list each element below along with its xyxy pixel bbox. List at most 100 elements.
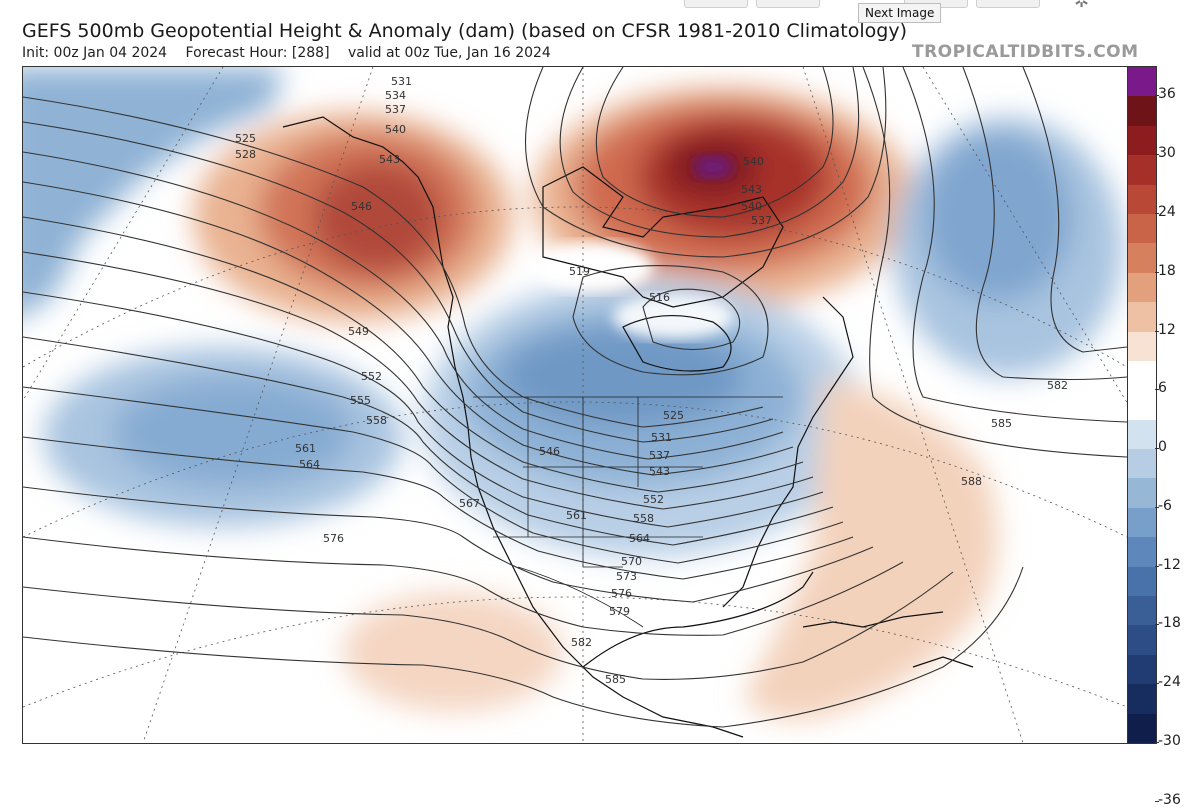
colorbar-segment [1128,507,1156,538]
colorbar-tick-mark [1155,95,1159,97]
contour-label: 558 [366,414,387,427]
colorbar-segment [1128,302,1156,332]
colorbar-tick-mark [1155,800,1159,802]
contour-label: 540 [741,200,762,213]
anomaly-colorbar [1127,66,1157,744]
colorbar-tick-label: 24 [1158,203,1176,220]
colorbar-segment [1128,478,1156,508]
colorbar-segment [1128,67,1156,97]
contour-label: 549 [348,325,369,338]
contour-label: 531 [651,431,672,444]
valid-time: valid at 00z Tue, Jan 16 2024 [347,45,551,61]
settings-gear-icon[interactable]: ✲ [1074,0,1090,12]
contour-label: 561 [295,442,316,455]
contour-label: 552 [361,370,382,383]
contour-label: 525 [663,409,684,422]
colorbar-segment [1128,213,1156,244]
next-image-tooltip: Next Image [858,3,942,23]
toolbar-button-2[interactable] [756,0,820,8]
colorbar-tick-mark [1155,742,1159,743]
colorbar-segment [1128,596,1156,626]
colorbar-tick-label: 12 [1158,321,1176,338]
colorbar-tick-label: 30 [1158,145,1176,162]
colorbar-tick-mark [1155,271,1159,273]
coastlines [282,116,974,738]
colorbar-segment [1128,684,1156,714]
colorbar-segment [1128,566,1156,597]
contour-label: 543 [741,183,762,196]
contour-label: 531 [391,75,412,88]
map-canvas: 531 534 537 540 543 546 525 528 549 552 … [23,67,1127,743]
colorbar-tick-label: -6 [1158,497,1172,514]
contour-label: 561 [566,509,587,522]
contour-label: 534 [385,89,406,102]
colorbar-segment [1128,331,1156,361]
colorbar-segment [1128,654,1156,685]
contour-label: 576 [611,587,632,600]
contour-label: 516 [649,291,670,304]
colorbar-tick-label: 36 [1158,86,1176,103]
contour-label: 537 [649,449,670,462]
contour-label-group: 531 534 537 540 543 546 525 528 549 552 … [235,75,1068,686]
colorbar-segment [1128,125,1156,156]
contour-label: 543 [649,465,670,478]
contour-label: 579 [609,605,630,618]
contour-label: 558 [633,512,654,525]
height-contours [23,67,1127,728]
contour-label: 528 [235,148,256,161]
contour-label: 537 [385,103,406,116]
colorbar-segment [1128,713,1156,743]
contour-label: 540 [743,155,764,168]
init-time: Init: 00z Jan 04 2024 [22,45,168,61]
contour-label: 537 [751,214,772,227]
colorbar-tick-mark [1155,683,1159,685]
forecast-map: 531 534 537 540 543 546 525 528 549 552 … [22,66,1128,744]
contour-label: 573 [616,570,637,583]
colorbar-tick-mark [1155,212,1159,214]
colorbar-segment [1128,625,1156,655]
colorbar-tick-label: 6 [1158,380,1167,397]
colorbar-tick-label: -36 [1158,791,1181,808]
contour-label: 519 [569,265,590,278]
contour-label: 588 [961,475,982,488]
colorbar-tick-mark [1155,565,1159,567]
map-title: GEFS 500mb Geopotential Height & Anomaly… [22,20,907,42]
colorbar-tick-label: -24 [1158,674,1181,691]
colorbar-tick-label: -30 [1158,733,1181,749]
contour-label: 555 [350,394,371,407]
contour-label: 576 [323,532,344,545]
colorbar-segment [1128,537,1156,567]
contour-label: 546 [351,200,372,213]
anomaly-shading [23,67,1123,720]
colorbar-segment [1128,243,1156,273]
contour-label: 552 [643,493,664,506]
contour-label: 570 [621,555,642,568]
colorbar-tick-label: -18 [1158,615,1181,632]
colorbar-tick-mark [1155,330,1159,332]
contour-label: 525 [235,132,256,145]
brand-watermark: TROPICALTIDBITS.COM [912,42,1139,62]
contour-label: 582 [571,636,592,649]
contour-label: 564 [299,458,320,471]
toolbar-button-4[interactable] [976,0,1040,8]
colorbar-tick-mark [1155,154,1159,156]
colorbar-segment [1128,184,1156,214]
colorbar-tick-mark [1155,389,1159,391]
map-subtitle: Init: 00z Jan 04 2024 Forecast Hour: [28… [22,45,565,61]
colorbar-segment [1128,360,1156,391]
colorbar-segment [1128,155,1156,185]
toolbar-button-1[interactable] [684,0,748,8]
contour-label: 585 [605,673,626,686]
colorbar-tick-mark [1155,448,1159,450]
colorbar-segment [1128,449,1156,479]
colorbar-tick-mark [1155,506,1159,508]
forecast-hour: Forecast Hour: [288] [185,45,330,61]
contour-label: 564 [629,532,650,545]
colorbar-tick-label: -12 [1158,556,1181,573]
colorbar-tick-label: 0 [1158,439,1167,456]
colorbar-segment [1128,96,1156,126]
colorbar-segment [1128,390,1156,420]
contour-label: 567 [459,497,480,510]
contour-label: 585 [991,417,1012,430]
contour-label: 546 [539,445,560,458]
